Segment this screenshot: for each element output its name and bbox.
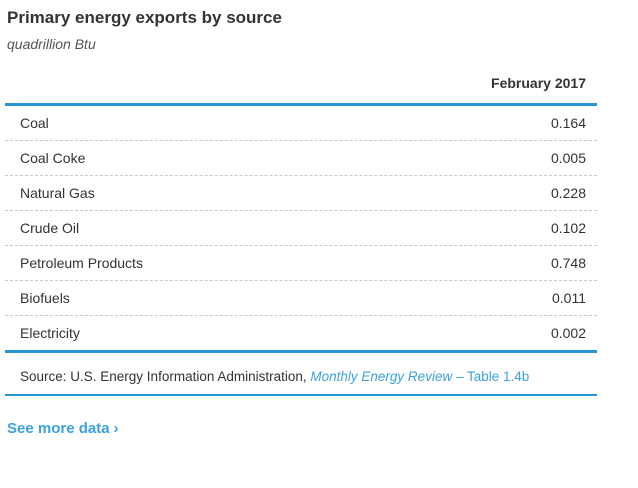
- source-line: Source: U.S. Energy Information Administ…: [5, 353, 597, 396]
- monthly-energy-review-link[interactable]: Monthly Energy Review: [310, 369, 453, 384]
- row-label: Natural Gas: [20, 185, 95, 201]
- table-row: Crude Oil 0.102: [5, 210, 597, 245]
- row-value: 0.002: [550, 325, 586, 341]
- row-label: Biofuels: [20, 290, 70, 306]
- table-body: Coal 0.164 Coal Coke 0.005 Natural Gas 0.228 C…: [5, 103, 597, 353]
- row-value: 0.102: [550, 220, 586, 236]
- row-label: Crude Oil: [20, 220, 80, 236]
- source-text: Source: U.S. Energy Information Administ…: [20, 369, 311, 384]
- see-more-data-link[interactable]: See more data ›: [7, 420, 119, 437]
- row-label: Petroleum Products: [20, 255, 143, 271]
- page-title: Primary energy exports by source: [7, 8, 282, 27]
- chevron-right-icon: ›: [113, 420, 119, 437]
- row-label: Coal Coke: [20, 150, 86, 166]
- row-value: 0.164: [550, 115, 586, 131]
- row-label: Electricity: [20, 325, 80, 341]
- row-value: 0.748: [550, 255, 586, 271]
- table-row: Coal Coke 0.005: [5, 140, 597, 175]
- row-value: 0.228: [550, 185, 586, 201]
- row-value: 0.011: [552, 290, 586, 306]
- units-subtitle: quadrillion Btu: [7, 36, 96, 52]
- table-row: Biofuels 0.011: [5, 280, 597, 315]
- row-value: 0.005: [550, 150, 586, 166]
- column-header-period: February 2017: [491, 75, 586, 91]
- data-table: February 2017 Coal 0.164 Coal Coke 0.005 Nat…: [5, 75, 597, 396]
- table-1-4b-link[interactable]: – Table 1.4b: [452, 369, 530, 384]
- table-row: Electricity 0.002: [5, 315, 597, 350]
- energy-exports-widget: Primary energy exports by source quadril…: [0, 8, 638, 488]
- table-row: Natural Gas 0.228: [5, 175, 597, 210]
- row-label: Coal: [20, 115, 49, 131]
- see-more-data-label: See more data: [7, 420, 110, 437]
- table-row: Petroleum Products 0.748: [5, 245, 597, 280]
- table-row: Coal 0.164: [5, 106, 597, 140]
